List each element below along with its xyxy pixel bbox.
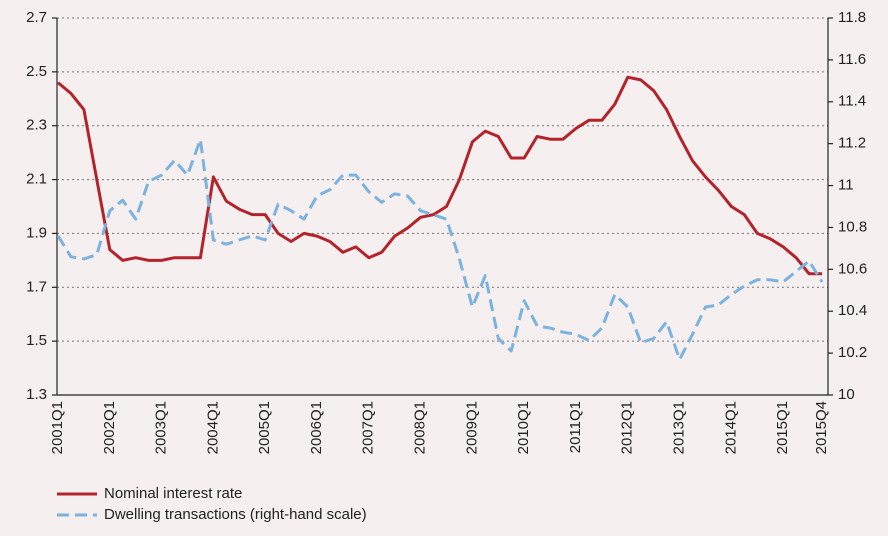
x-tick-label: 2013Q1 (671, 401, 688, 454)
y-tick-label: 2.7 (26, 9, 47, 26)
x-tick-label: 2009Q1 (463, 401, 480, 454)
y2-tick-label: 11 (838, 177, 854, 194)
y2-tick-label: 11.8 (838, 9, 866, 26)
y-tick-label: 1.5 (26, 332, 47, 349)
x-tick-label: 2001Q1 (49, 401, 66, 454)
y2-tick-label: 11.2 (838, 135, 866, 152)
y2-tick-label: 10.4 (838, 302, 867, 319)
legend-label: Dwelling transactions (right-hand scale) (104, 506, 367, 523)
y-tick-label: 1.9 (26, 224, 47, 241)
x-tick-label: 2015Q4 (813, 401, 830, 454)
y2-tick-label: 10.2 (838, 344, 867, 361)
y2-tick-label: 11.6 (838, 51, 866, 68)
x-tick-label: 2004Q1 (204, 401, 221, 454)
x-tick-label: 2012Q1 (619, 401, 636, 454)
y-tick-label: 2.5 (26, 63, 47, 80)
x-tick-label: 2003Q1 (153, 401, 170, 454)
y-tick-label: 1.3 (26, 386, 47, 403)
x-tick-label: 2008Q1 (412, 401, 429, 454)
y2-tick-label: 10.6 (838, 260, 867, 277)
y2-tick-label: 10.8 (838, 218, 867, 235)
x-tick-label: 2010Q1 (515, 401, 532, 454)
y-tick-label: 2.1 (26, 171, 47, 188)
x-tick-label: 2014Q1 (722, 401, 739, 454)
y-tick-label: 2.3 (26, 117, 47, 134)
x-tick-label: 2006Q1 (308, 401, 325, 454)
x-tick-label: 2011Q1 (567, 401, 584, 453)
x-tick-label: 2002Q1 (101, 401, 118, 454)
series-line (56, 138, 824, 361)
y2-tick-label: 10 (838, 386, 855, 403)
series-line (57, 75, 822, 276)
x-tick-label: 2007Q1 (360, 401, 377, 454)
x-tick-label: 2005Q1 (256, 401, 273, 454)
y2-tick-label: 11.4 (838, 93, 866, 110)
y-tick-label: 1.7 (26, 278, 47, 295)
x-tick-label: 2015Q1 (774, 401, 791, 454)
legend-label: Nominal interest rate (104, 485, 242, 502)
